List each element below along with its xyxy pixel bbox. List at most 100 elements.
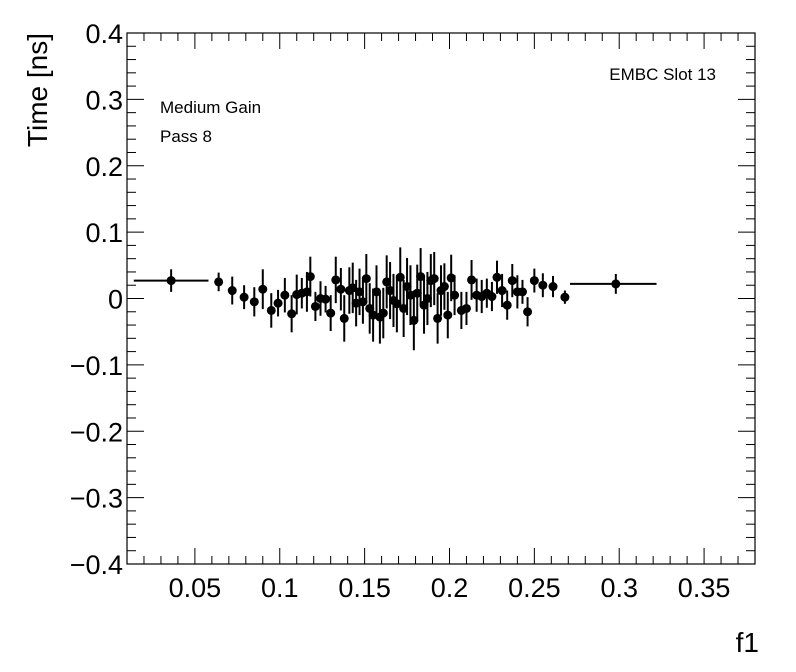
marker	[214, 277, 224, 287]
marker	[395, 272, 405, 282]
y-tick-label: −0.3	[70, 484, 123, 514]
x-axis-label: f1	[736, 627, 759, 658]
data-point	[378, 287, 388, 339]
marker	[365, 303, 375, 313]
marker	[372, 287, 382, 297]
data-point	[351, 279, 361, 327]
data-point	[523, 297, 533, 327]
data-point	[239, 285, 249, 310]
marker	[429, 274, 439, 284]
marker	[392, 299, 402, 309]
x-tick-label: 0.2	[431, 573, 469, 603]
y-tick-label: −0.1	[70, 351, 123, 381]
y-tick-labels: 0.4 0.3 0.2 0.1 0 −0.1 −0.2 −0.3 −0.4	[70, 19, 123, 580]
marker	[273, 298, 283, 308]
marker	[310, 301, 320, 311]
y-tick-label: 0.1	[85, 218, 123, 248]
marker	[382, 277, 392, 287]
marker	[166, 276, 176, 286]
marker	[385, 286, 395, 296]
marker	[611, 279, 621, 289]
marker	[358, 297, 368, 307]
marker	[305, 272, 315, 282]
data-point	[280, 277, 290, 313]
gain-annotation: Medium Gain	[160, 98, 261, 117]
data-point	[392, 275, 402, 333]
pass-annotation: Pass 8	[160, 127, 212, 146]
marker	[548, 282, 558, 292]
x-tick-labels: 0.05 0.1 0.15 0.2 0.25 0.3 0.35	[169, 573, 731, 603]
data-point	[529, 268, 539, 293]
x-tick-label: 0.35	[678, 573, 731, 603]
marker	[302, 287, 312, 297]
marker	[487, 292, 497, 302]
data-point	[461, 291, 471, 326]
y-tick-label: −0.4	[70, 550, 123, 580]
data-point	[538, 273, 548, 298]
marker	[336, 284, 346, 294]
data-point	[395, 247, 405, 308]
y-tick-label: 0.2	[85, 152, 123, 182]
marker	[287, 309, 297, 319]
data-point	[133, 269, 209, 292]
data-point	[507, 263, 517, 298]
data-point	[305, 256, 315, 297]
marker	[446, 273, 456, 283]
data-point	[439, 263, 449, 310]
data-point	[450, 275, 460, 316]
data-point	[405, 265, 415, 326]
marker	[538, 280, 548, 290]
x-tick-label: 0.05	[169, 573, 222, 603]
data-point	[402, 258, 412, 316]
x-tick-label: 0.3	[600, 573, 638, 603]
marker	[368, 310, 378, 320]
data-point	[409, 290, 419, 351]
marker	[450, 290, 460, 300]
marker	[517, 287, 527, 297]
y-axis-label: Time [ns]	[22, 33, 53, 147]
marker	[249, 297, 259, 307]
marker	[348, 283, 358, 293]
data-points	[133, 247, 657, 351]
marker	[280, 290, 290, 300]
axis-ticks	[126, 32, 756, 565]
data-point	[321, 285, 331, 313]
marker	[227, 286, 237, 296]
data-point	[385, 261, 395, 320]
marker	[416, 272, 426, 282]
data-point	[497, 273, 507, 308]
data-point	[336, 267, 346, 311]
data-point	[487, 281, 497, 312]
data-point	[502, 290, 512, 320]
marker	[258, 284, 268, 294]
marker	[402, 282, 412, 292]
marker	[326, 308, 336, 318]
plot-frame	[126, 32, 756, 565]
data-point	[365, 283, 375, 334]
data-point	[287, 295, 297, 333]
x-tick-label: 0.15	[338, 573, 391, 603]
y-tick-label: −0.2	[70, 417, 123, 447]
data-point	[368, 288, 378, 342]
marker	[433, 313, 443, 323]
data-point	[358, 279, 368, 324]
data-point	[258, 269, 268, 310]
marker	[321, 294, 331, 304]
data-point	[419, 276, 429, 334]
data-point	[433, 293, 443, 344]
marker	[560, 292, 570, 302]
data-point	[326, 295, 336, 332]
data-point	[361, 254, 371, 304]
data-point	[372, 265, 382, 319]
marker	[399, 303, 409, 313]
marker	[239, 292, 249, 302]
marker	[355, 287, 365, 297]
marker	[331, 275, 341, 285]
marker	[405, 290, 415, 300]
marker	[412, 288, 422, 298]
marker	[461, 303, 471, 313]
data-point	[569, 273, 657, 294]
data-point	[214, 272, 224, 292]
marker	[502, 300, 512, 310]
